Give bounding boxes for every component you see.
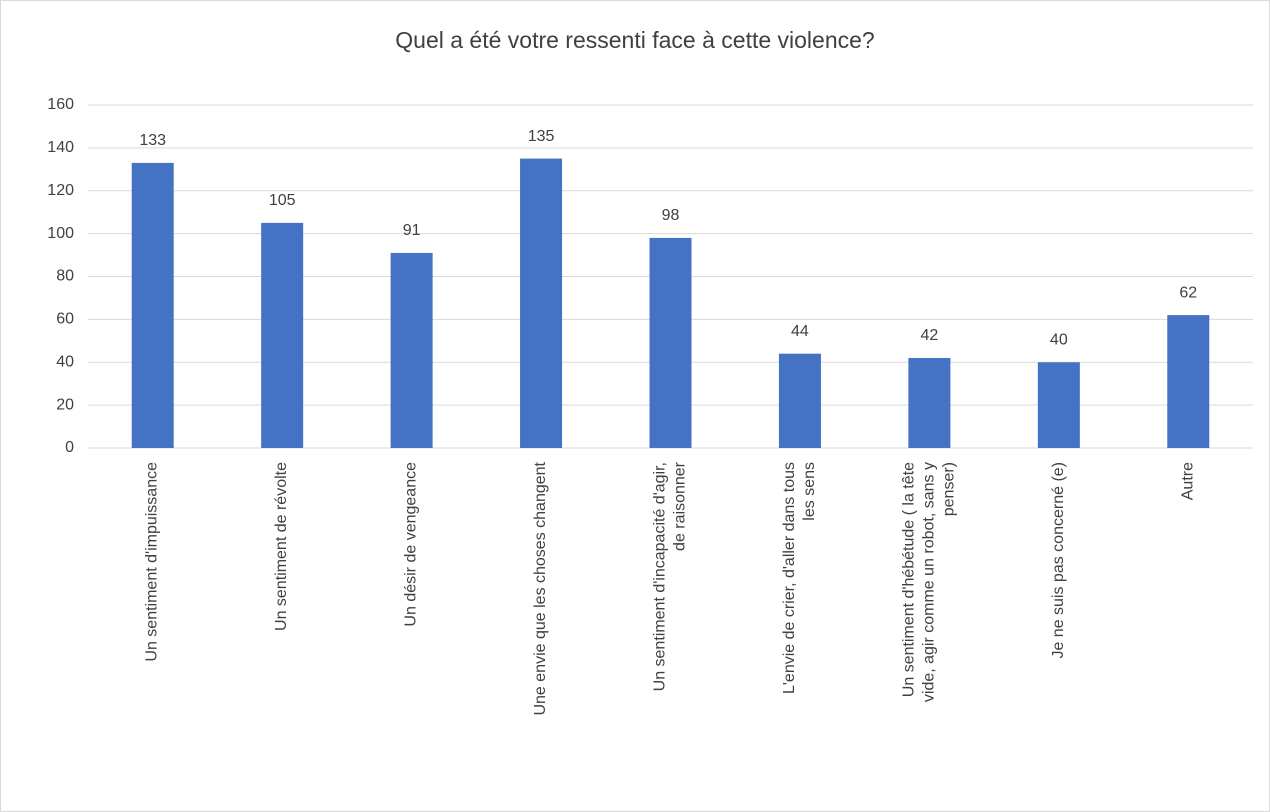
bar	[520, 158, 563, 448]
bar	[1167, 315, 1210, 448]
x-tick-label: Un désir de vengeance	[403, 462, 420, 627]
data-label: 105	[269, 192, 296, 209]
y-tick-label: 20	[56, 396, 74, 413]
y-tick-label: 140	[47, 139, 74, 156]
data-label: 40	[1050, 331, 1068, 348]
x-tick-label: Un sentiment d'incapacité d'agir, de rais…	[652, 461, 689, 691]
chart-title: Quel a été votre ressenti face à cette v…	[395, 27, 874, 53]
x-tick-label: Une envie que les choses changent	[532, 461, 549, 715]
data-label: 42	[920, 327, 938, 344]
x-tick-label: Un sentiment d'hébétude ( la tête vide, a…	[901, 462, 958, 702]
y-tick-label: 60	[56, 311, 74, 328]
bar	[131, 162, 174, 448]
x-tick-label: L'envie de crier, d'aller dans tous les s…	[781, 462, 818, 694]
bar	[908, 357, 951, 448]
data-label: 62	[1179, 284, 1197, 301]
y-tick-label: 120	[47, 182, 74, 199]
data-label: 135	[528, 128, 555, 145]
y-tick-label: 40	[56, 353, 74, 370]
bar	[390, 252, 433, 448]
bar	[261, 222, 304, 448]
bar	[1037, 362, 1080, 448]
y-tick-label: 80	[56, 268, 74, 285]
x-tick-label: Autre	[1179, 462, 1196, 500]
x-tick-label: Je ne suis pas concerné (e)	[1050, 462, 1067, 659]
data-label: 98	[662, 207, 680, 224]
y-tick-label: 160	[47, 96, 74, 113]
bar	[778, 353, 821, 448]
data-label: 133	[139, 132, 166, 149]
x-tick-label: Un sentiment d'impuissance	[144, 462, 161, 662]
x-tick-label: Un sentiment de révolte	[273, 462, 290, 631]
data-label: 44	[791, 323, 809, 340]
data-label: 91	[403, 222, 421, 239]
y-tick-label: 0	[65, 439, 74, 456]
y-tick-label: 100	[47, 225, 74, 242]
bar	[649, 237, 692, 448]
